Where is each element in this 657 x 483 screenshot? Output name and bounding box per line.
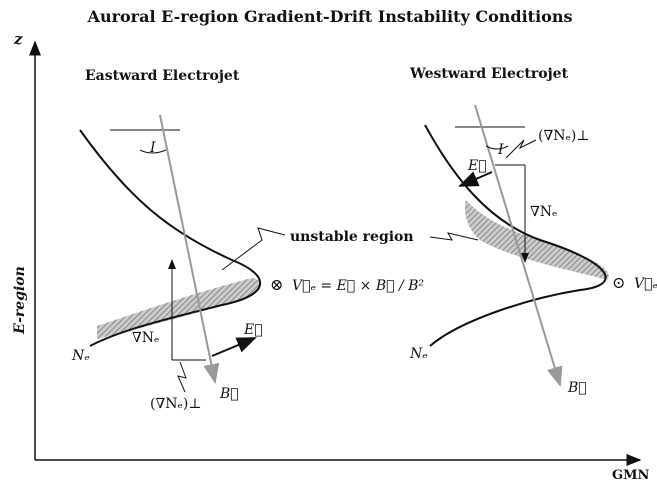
velocity-label: V⃗ₑ = E⃗ × B⃗ / B² — [292, 278, 424, 294]
unstable-hatch — [464, 200, 609, 280]
direction-symbol: ⊗ — [270, 275, 283, 294]
angle-arc — [139, 149, 167, 154]
e-label: E⃗ — [467, 158, 487, 174]
unstable-hatch — [97, 278, 262, 339]
b-label: B⃗ — [219, 386, 239, 402]
gradient-perp-label: (∇Nₑ)⊥ — [150, 396, 202, 412]
gradient-perp-label: (∇Nₑ)⊥ — [538, 128, 590, 144]
angle-label: I — [497, 142, 504, 158]
z-label: z — [13, 30, 23, 48]
density-label: Nₑ — [409, 346, 428, 362]
density-profile — [424, 124, 607, 347]
velocity-label: V⃗ₑ — [634, 276, 657, 292]
title: Auroral E-region Gradient-Drift Instabil… — [87, 7, 573, 26]
gradient-label: ∇Nₑ — [132, 330, 159, 346]
angle-label: I — [149, 140, 156, 156]
e-arrow — [458, 171, 493, 187]
unstable-label: unstable region — [290, 229, 414, 245]
zigzag — [505, 139, 537, 159]
gradient-label: ∇Nₑ — [530, 204, 557, 220]
e-label: E⃗ — [243, 322, 263, 338]
axes — [29, 40, 642, 466]
b-arrow — [159, 114, 220, 384]
b-arrow — [474, 104, 563, 387]
panel-title: Westward Electrojet — [409, 66, 569, 82]
density-profile — [79, 129, 262, 347]
gmn-label: GMN — [612, 468, 649, 483]
angle-arc — [485, 145, 509, 150]
b-label: B⃗ — [567, 380, 587, 396]
zigzag — [429, 232, 479, 241]
panel-title: Eastward Electrojet — [85, 68, 240, 84]
direction-symbol: ⊙ — [612, 273, 625, 292]
e-region-label: E-region — [12, 266, 28, 335]
zigzag — [177, 361, 187, 393]
zigzag — [221, 227, 286, 271]
density-label: Nₑ — [71, 348, 90, 364]
e-arrow — [211, 337, 257, 357]
